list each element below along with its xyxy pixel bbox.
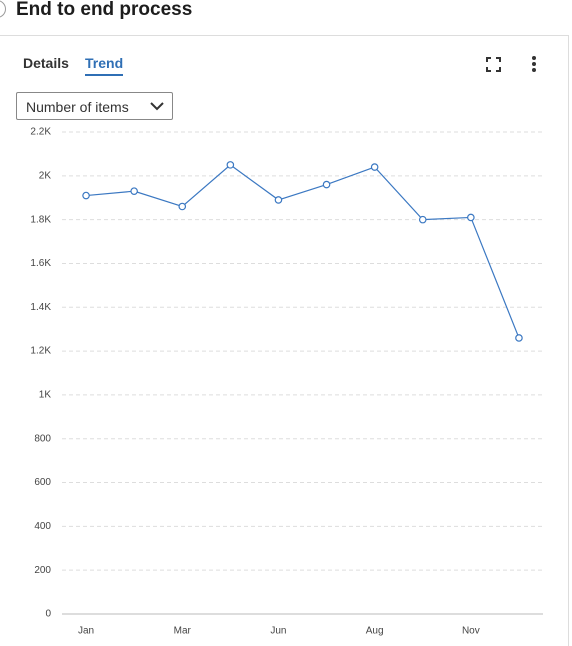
expand-icon[interactable] xyxy=(486,57,501,72)
marker xyxy=(130,187,138,195)
more-icon[interactable] xyxy=(530,55,538,73)
y-tick-label: 0 xyxy=(45,609,51,620)
y-tick-label: 800 xyxy=(34,433,51,444)
y-tick-label: 1.6K xyxy=(30,258,51,269)
marker xyxy=(82,191,90,200)
page-title: End to end process xyxy=(16,0,193,20)
dropdown[interactable]: Number of items xyxy=(16,92,173,120)
marker xyxy=(274,196,283,204)
x-tick-label: Jun xyxy=(270,626,286,637)
y-tick-label: 1.8K xyxy=(30,214,51,225)
y-tick-label: 1.2K xyxy=(30,346,51,357)
card xyxy=(0,35,569,646)
marker xyxy=(322,180,331,189)
marker xyxy=(226,161,235,169)
marker xyxy=(467,213,475,222)
marker xyxy=(515,334,523,342)
x-tick-label: Nov xyxy=(462,626,480,637)
chevron xyxy=(150,102,164,111)
x-tick-label: Mar xyxy=(174,626,192,637)
y-tick-label: 1.4K xyxy=(30,302,51,313)
tab-active[interactable]: Trend xyxy=(85,55,124,76)
dropdown-label: Number of items xyxy=(26,99,129,115)
marker xyxy=(370,163,379,171)
marker xyxy=(178,202,187,211)
y-tick-label: 2.2K xyxy=(30,127,51,138)
x-tick-label: Jan xyxy=(78,626,94,637)
marker xyxy=(418,215,427,224)
y-tick-label: 2K xyxy=(39,170,52,181)
line xyxy=(85,164,520,339)
y-tick-label: 1K xyxy=(39,390,52,401)
tab[interactable]: Details xyxy=(23,55,69,71)
y-tick-label: 200 xyxy=(34,565,51,576)
y-tick-label: 400 xyxy=(34,521,51,532)
x-tick-label: Aug xyxy=(366,626,384,637)
y-tick-label: 600 xyxy=(34,477,51,488)
